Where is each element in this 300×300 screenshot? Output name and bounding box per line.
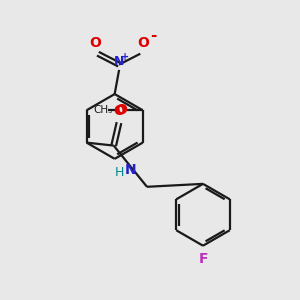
Text: N: N	[114, 56, 124, 68]
Text: O: O	[116, 103, 128, 117]
Text: H: H	[115, 166, 124, 178]
Text: +: +	[122, 52, 130, 62]
Text: O: O	[114, 104, 125, 118]
Text: N: N	[125, 163, 136, 177]
Text: CH₃: CH₃	[94, 105, 113, 115]
Text: O: O	[90, 36, 101, 50]
Text: F: F	[198, 252, 208, 266]
Text: -: -	[150, 28, 157, 43]
Text: O: O	[137, 36, 149, 50]
